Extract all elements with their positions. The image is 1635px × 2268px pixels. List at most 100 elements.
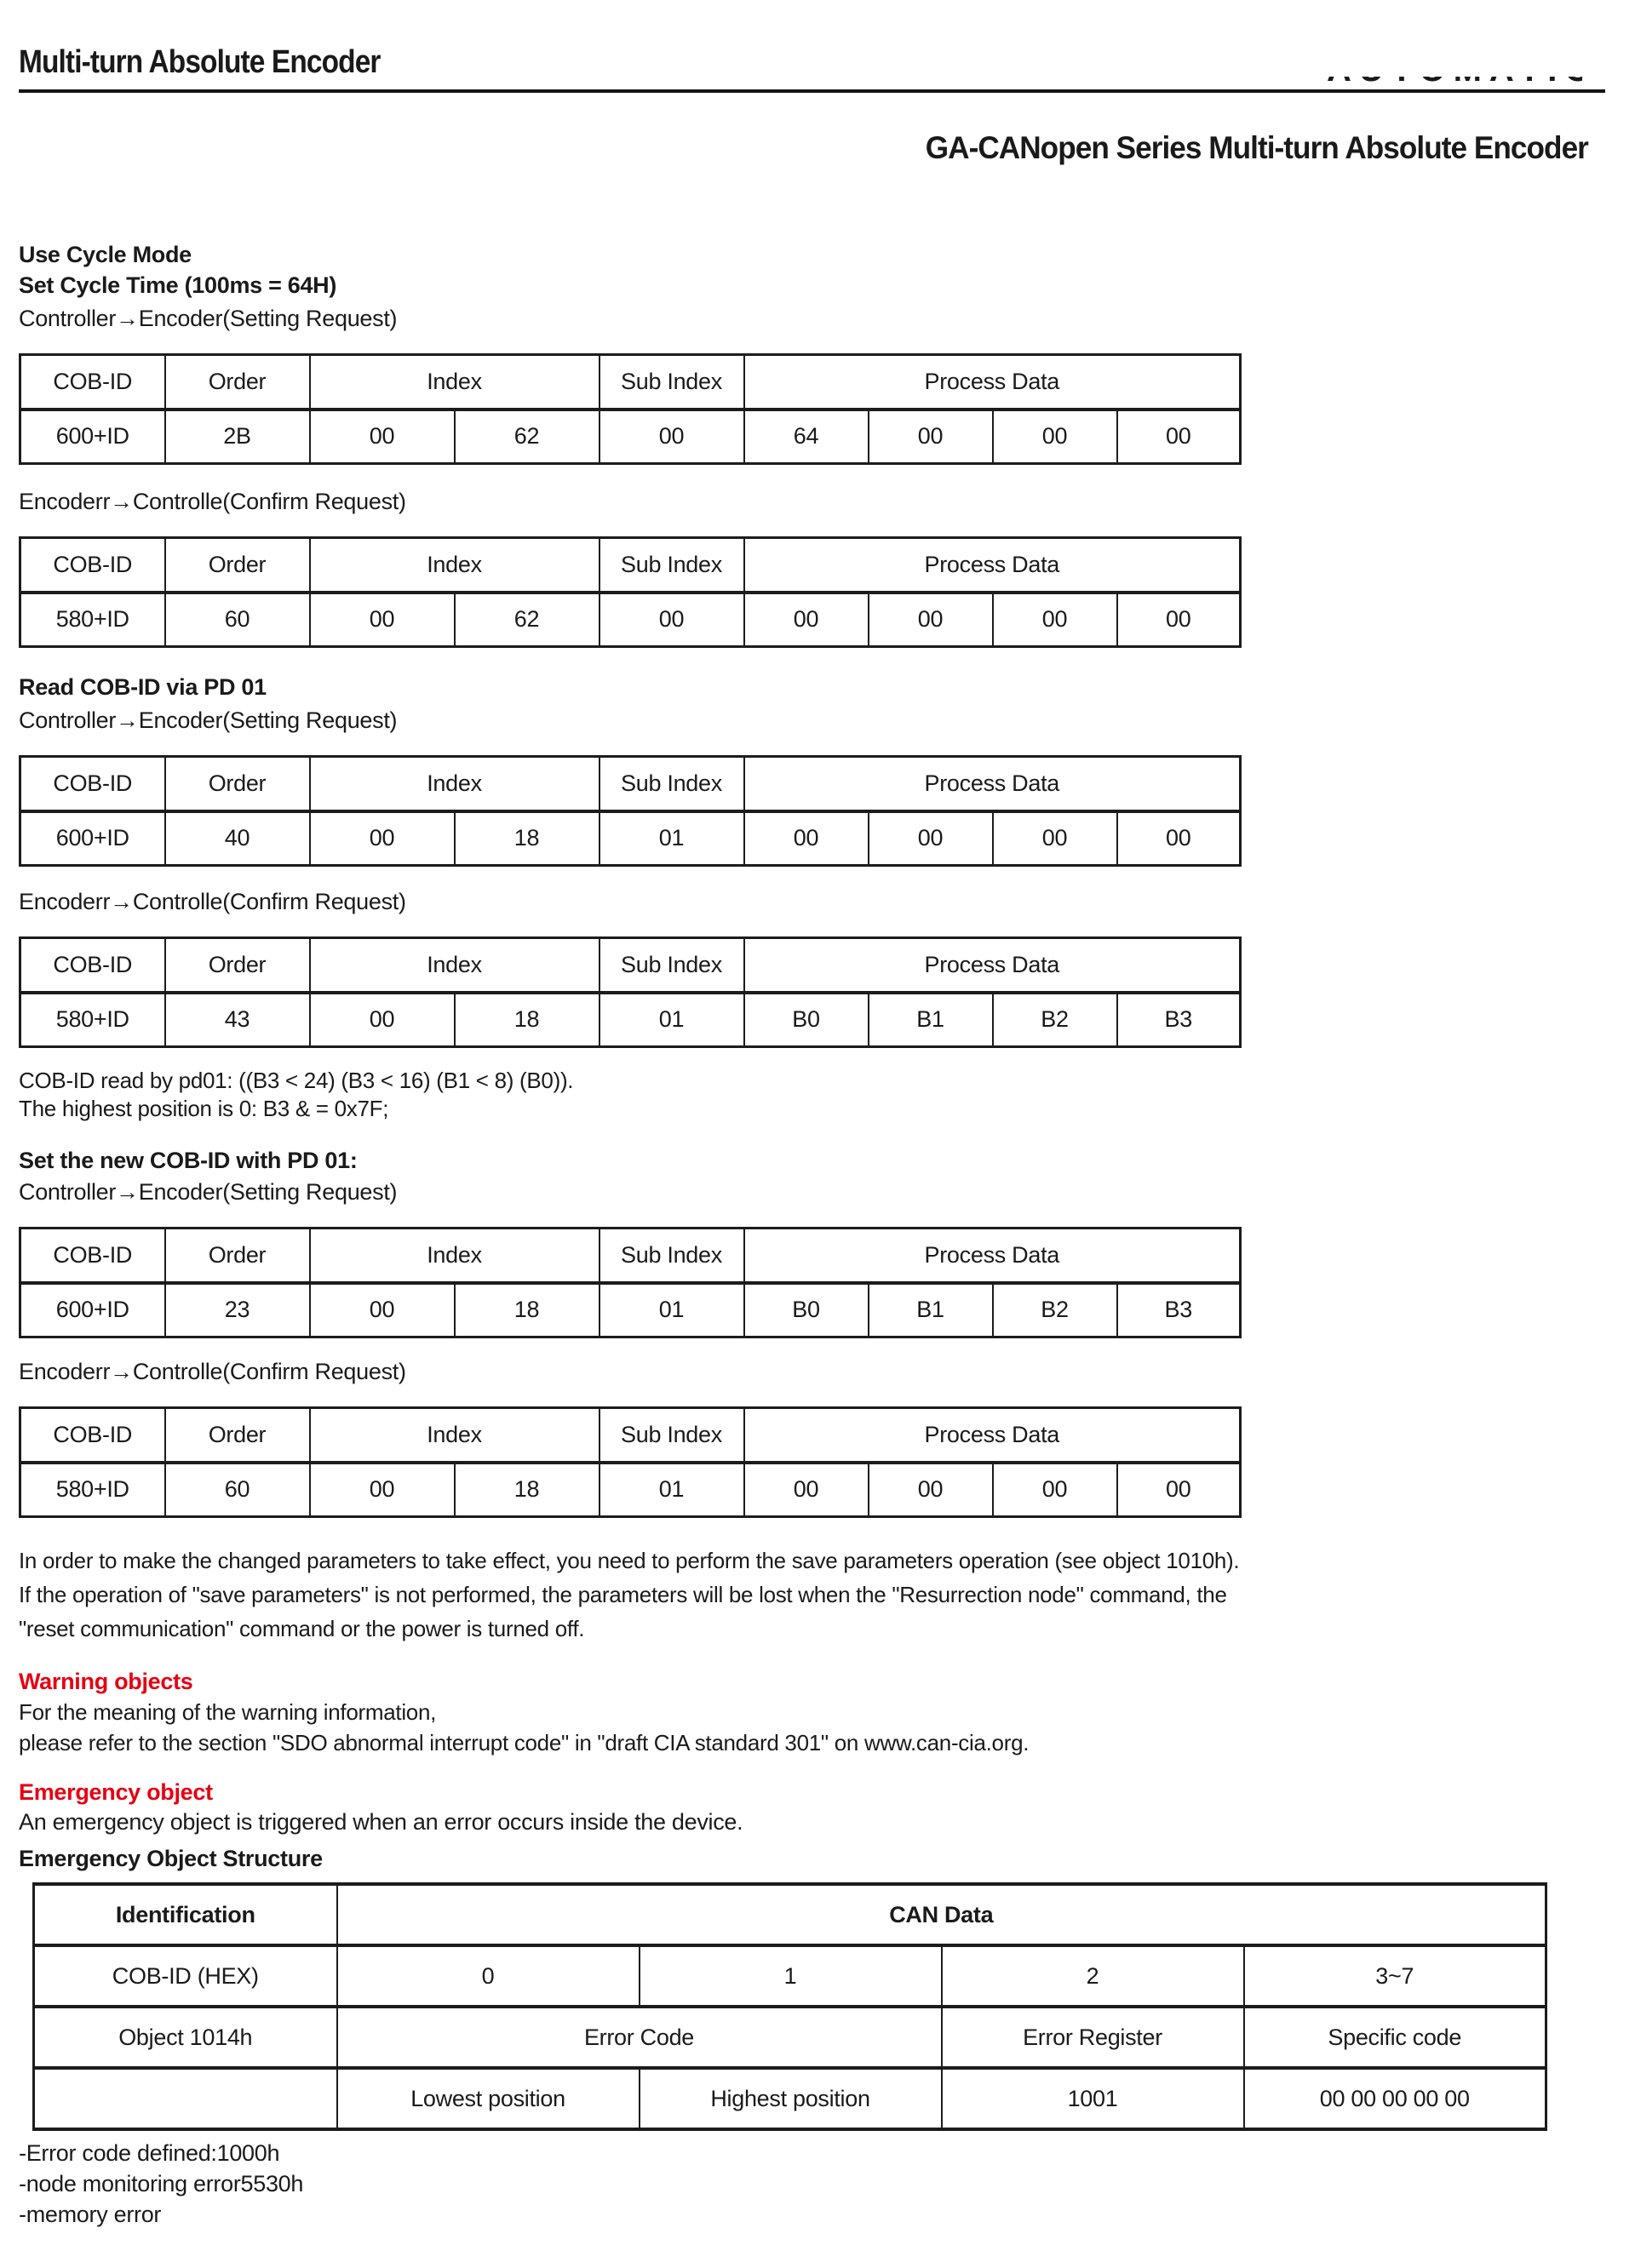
col-header-index: Index [308,353,600,411]
save-note-line1: In order to make the changed parameters … [19,1548,1240,1573]
table-cell: 00 [991,408,1118,465]
masthead-divider [19,89,1605,93]
cob-id-note-line2: The highest position is 0: B3 & = 0x7F; [19,1096,389,1121]
table-header-row: COB-ID Order Index Sub Index Process Dat… [19,755,1242,813]
error-note-line3: -memory error [19,2202,162,2227]
table-cell: 00 [743,1461,869,1518]
table-header-row: COB-ID Order Index Sub Index Process Dat… [19,1227,1242,1285]
table-row: 600+ID 2B 00 62 00 64 00 00 00 [19,408,1242,465]
error-note-line2: -node monitoring error5530h [19,2171,304,2196]
table-cell: 01 [598,1281,745,1338]
save-note-line2: If the operation of "save parameters" is… [19,1582,1227,1607]
table-cell: 00 [743,810,869,867]
label-encoder-to-controller: Encoderr→Controlle(Confirm Request) [19,489,406,514]
col-header-cob-id: COB-ID [19,536,166,594]
table-cell: 00 [598,408,745,465]
table-cell: 64 [743,408,869,465]
table-cell: 1001 [940,2066,1245,2131]
table-cell: Error Code [336,2005,943,2070]
table-cell: B0 [743,1281,869,1338]
sdo-table-set-cycle-request: COB-ID Order Index Sub Index Process Dat… [19,353,1242,465]
table-cell: 00 [743,591,869,648]
col-header-cob-id: COB-ID [19,1406,166,1464]
table-cell: 00 [867,1461,994,1518]
col-header-process-data: Process Data [743,936,1242,994]
table-cell: 23 [164,1281,311,1338]
table-cell: 580+ID [19,991,166,1048]
col-header-can-data: CAN Data [336,1882,1547,1947]
error-note-line1: -Error code defined:1000h [19,2140,280,2166]
table-cell: 2 [940,1944,1245,2008]
table-cell: 600+ID [19,408,166,465]
table-cell: 43 [164,991,311,1048]
table-cell: 00 [308,1281,456,1338]
col-header-process-data: Process Data [743,353,1242,411]
col-header-order: Order [164,936,311,994]
masthead-title: Multi-turn Absolute Encoder [19,44,381,80]
table-cell: 00 [867,810,994,867]
col-header-index: Index [308,1227,600,1285]
table-cell: 580+ID [19,1461,166,1518]
table-row: Object 1014h Error Code Error Register S… [32,2005,1547,2070]
sdo-table-set-cycle-confirm: COB-ID Order Index Sub Index Process Dat… [19,536,1242,648]
table-cell: Error Register [940,2005,1245,2070]
table-cell: 00 [308,810,456,867]
table-cell: 00 [308,591,456,648]
table-cell [32,2066,338,2131]
emergency-object-table: Identification CAN Data COB-ID (HEX) 0 1… [32,1882,1547,2131]
table-cell: 00 [308,408,456,465]
col-header-order: Order [164,536,311,594]
col-header-index: Index [308,1406,600,1464]
save-note-line3: "reset communication" command or the pow… [19,1616,585,1641]
col-header-process-data: Process Data [743,755,1242,813]
warning-line1: For the meaning of the warning informati… [19,1699,437,1725]
table-cell: 18 [453,991,600,1048]
table-row: 580+ID 60 00 62 00 00 00 00 00 [19,591,1242,648]
col-header-sub-index: Sub Index [598,1227,745,1285]
cob-id-note-line1: COB-ID read by pd01: ((B3 < 24) (B3 < 16… [19,1068,574,1093]
table-cell: 18 [453,1281,600,1338]
table-cell: 2B [164,408,311,465]
table-cell: B3 [1116,1281,1242,1338]
col-header-order: Order [164,1406,311,1464]
table-cell: 01 [598,810,745,867]
table-cell: 1 [638,1944,943,2008]
sdo-table-read-cob-id-confirm: COB-ID Order Index Sub Index Process Dat… [19,936,1242,1048]
col-header-cob-id: COB-ID [19,353,166,411]
table-cell: 00 [308,991,456,1048]
table-cell: 3~7 [1242,1944,1547,2008]
table-cell: 580+ID [19,591,166,648]
col-header-sub-index: Sub Index [598,936,745,994]
table-cell: Object 1014h [32,2005,338,2070]
table-cell: 00 [867,591,994,648]
table-cell: 00 00 00 00 00 [1242,2066,1547,2131]
warning-text: For the meaning of the warning informati… [19,1697,1635,1758]
save-note: In order to make the changed parameters … [19,1544,1635,1646]
table-cell: 600+ID [19,810,166,867]
table-cell: 18 [453,810,600,867]
heading-set-cycle-time: Set Cycle Time (100ms = 64H) [19,272,337,298]
heading-read-cob-id: Read COB-ID via PD 01 [19,674,267,700]
table-header-row: COB-ID Order Index Sub Index Process Dat… [19,936,1242,994]
heading-warning-objects: Warning objects [19,1669,193,1694]
header-watermark: AUTOMATION [1327,77,1582,89]
heading-use-cycle-mode: Use Cycle Mode [19,242,192,267]
heading-emergency-object: Emergency object [19,1779,213,1805]
table-cell: 00 [991,1461,1118,1518]
table-header-row: COB-ID Order Index Sub Index Process Dat… [19,1406,1242,1464]
table-cell: 40 [164,810,311,867]
table-cell: 00 [991,810,1118,867]
col-header-order: Order [164,1227,311,1285]
table-cell: 01 [598,1461,745,1518]
table-cell: 00 [1116,810,1242,867]
col-header-sub-index: Sub Index [598,536,745,594]
table-row: Lowest position Highest position 1001 00… [32,2066,1547,2131]
table-cell: 600+ID [19,1281,166,1338]
sdo-table-set-new-cob-id-confirm: COB-ID Order Index Sub Index Process Dat… [19,1406,1242,1518]
table-cell: 01 [598,991,745,1048]
col-header-order: Order [164,755,311,813]
header-watermark-text: AUTOMATION [1327,77,1582,89]
table-cell: 60 [164,1461,311,1518]
table-header-row: COB-ID Order Index Sub Index Process Dat… [19,353,1242,411]
